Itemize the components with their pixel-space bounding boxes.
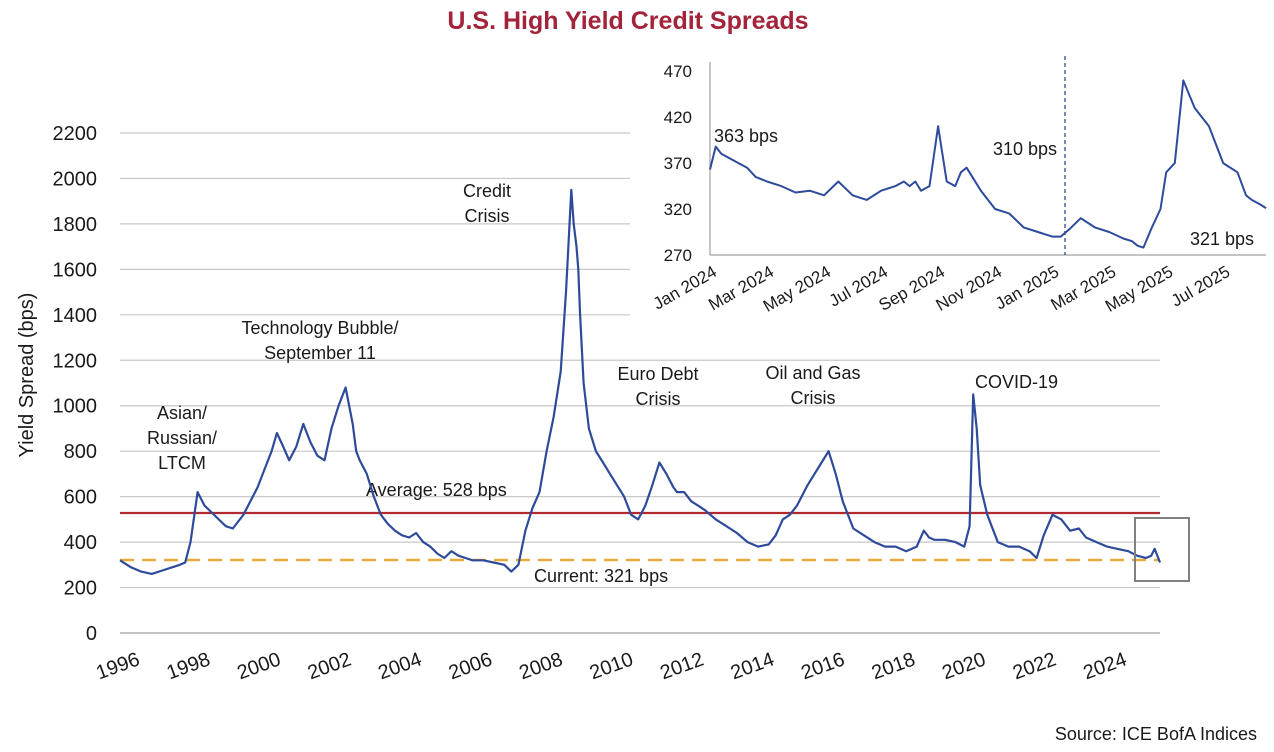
main-x-tick-label: 2004 <box>375 648 424 684</box>
main-x-tick-label: 2002 <box>305 648 354 684</box>
main-y-tick-label: 1400 <box>53 305 98 327</box>
main-y-tick-label: 200 <box>64 578 97 600</box>
main-series <box>119 188 1162 575</box>
main-x-tick-label: 2016 <box>798 648 847 684</box>
main-x-tick-label: 2008 <box>516 648 565 684</box>
inset-y-tick-label: 470 <box>664 62 692 81</box>
inset-y-tick-label: 370 <box>664 154 692 173</box>
main-y-tick-label: 1000 <box>53 396 98 418</box>
source-note: Source: ICE BofA Indices <box>1055 724 1257 744</box>
main-x-tick-label: 2024 <box>1080 648 1129 684</box>
recent-period-highlight-box <box>1134 517 1190 582</box>
event-annotation: COVID-19 <box>975 372 1058 392</box>
main-x-tick-label: 1996 <box>93 648 142 684</box>
main-x-tick-labels: 1996 1998 2000 2002 2004 2006 2008 2010 2012 2014… <box>93 648 1129 684</box>
inset-series-line <box>709 79 1267 249</box>
main-y-tick-label: 1600 <box>53 259 98 281</box>
main-x-tick-label: 2006 <box>446 648 495 684</box>
inset-annotation: 310 bps <box>993 139 1057 159</box>
event-annotation: Credit Crisis <box>463 181 511 226</box>
main-y-tick-label: 400 <box>64 532 97 554</box>
reference-lines: Average: 528 bps Current: 321 bps <box>120 480 1160 586</box>
main-y-tick-label: 1800 <box>53 214 98 236</box>
inset-y-tick-label: 420 <box>664 108 692 127</box>
main-x-tick-label: 2014 <box>728 648 777 684</box>
inset-series <box>709 79 1267 249</box>
event-annotation: Euro Debt Crisis <box>617 364 698 409</box>
main-y-tick-labels: 0 200 400 600 800 1000 1200 1400 1600 1800 2000 220… <box>53 123 98 645</box>
inset-y-tick-labels: 270 320 370 420 470 <box>664 62 692 265</box>
main-y-tick-label: 0 <box>86 623 97 645</box>
chart-title: U.S. High Yield Credit Spreads <box>447 7 808 35</box>
main-y-tick-label: 800 <box>64 441 97 463</box>
main-y-tick-label: 2000 <box>53 168 98 190</box>
event-annotation: Asian/Russian/LTCM <box>147 403 217 473</box>
main-x-tick-label: 2022 <box>1010 648 1059 684</box>
y-axis-label: Yield Spread (bps) <box>16 293 38 458</box>
event-annotation: Oil and Gas Crisis <box>765 363 860 408</box>
average-label: Average: 528 bps <box>366 480 507 500</box>
main-y-tick-label: 2200 <box>53 123 98 145</box>
inset-y-tick-label: 270 <box>664 246 692 265</box>
main-x-tick-label: 2000 <box>234 648 283 684</box>
inset-annotation: 321 bps <box>1190 229 1254 249</box>
main-x-tick-label: 2018 <box>869 648 918 684</box>
main-y-tick-label: 1200 <box>53 350 98 372</box>
main-x-tick-label: 2012 <box>657 648 706 684</box>
current-label: Current: 321 bps <box>534 566 668 586</box>
event-annotations: Asian/Russian/LTCM Technology Bubble/Sept… <box>147 181 1058 473</box>
main-x-tick-label: 1998 <box>164 648 213 684</box>
inset-annotation: 363 bps <box>714 126 778 146</box>
event-annotation: Technology Bubble/September 11 <box>241 318 398 363</box>
inset-y-tick-label: 320 <box>664 200 692 219</box>
inset-annotations: 363 bps 310 bps 321 bps <box>714 126 1254 249</box>
main-x-tick-label: 2020 <box>939 648 988 684</box>
spread-series-line <box>119 188 1162 575</box>
main-x-tick-label: 2010 <box>587 648 636 684</box>
main-y-tick-label: 600 <box>64 487 97 509</box>
